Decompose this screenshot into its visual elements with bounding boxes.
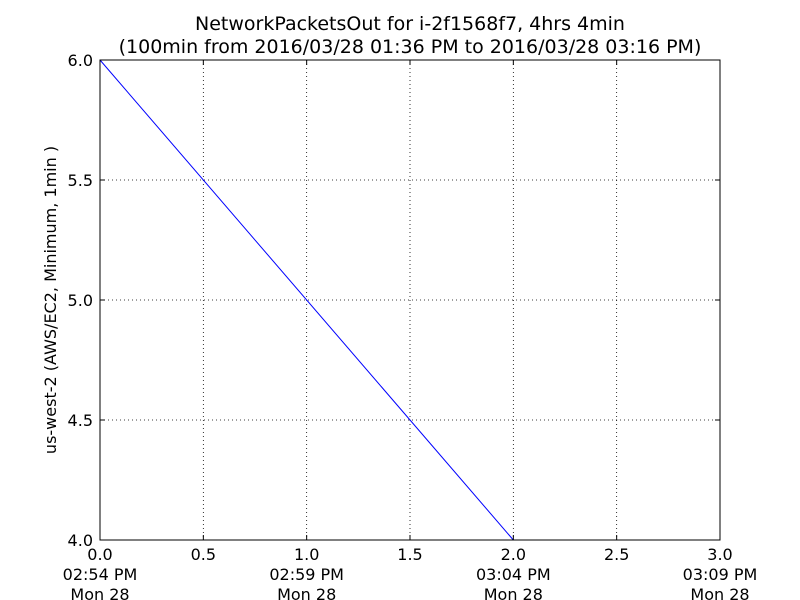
x-tick-time-label: 02:59 PM	[269, 565, 344, 584]
x-tick-date-label: Mon 28	[484, 585, 543, 600]
y-tick-label: 5.5	[68, 171, 93, 190]
x-tick-label: 2.0	[501, 545, 526, 564]
x-tick-date-label: Mon 28	[70, 585, 129, 600]
x-tick-label: 2.5	[604, 545, 629, 564]
x-tick-label: 1.0	[294, 545, 319, 564]
x-tick-label: 0.5	[191, 545, 216, 564]
x-tick-time-label: 03:04 PM	[476, 565, 551, 584]
y-tick-label: 4.5	[68, 411, 93, 430]
x-tick-date-label: Mon 28	[277, 585, 336, 600]
x-tick-label: 1.5	[397, 545, 422, 564]
y-tick-label: 4.0	[68, 531, 93, 550]
x-tick-label: 3.0	[707, 545, 732, 564]
x-tick-label: 0.0	[87, 545, 112, 564]
x-tick-time-label: 02:54 PM	[63, 565, 138, 584]
y-tick-label: 5.0	[68, 291, 93, 310]
y-tick-label: 6.0	[68, 51, 93, 70]
tick-marks	[99, 59, 721, 541]
chart-title: NetworkPacketsOut for i-2f1568f7, 4hrs 4…	[195, 13, 625, 35]
x-tick-time-label: 03:09 PM	[683, 565, 758, 584]
y-axis-label: us-west-2 (AWS/EC2, Minimum, 1min )	[41, 146, 60, 454]
x-tick-date-label: Mon 28	[690, 585, 749, 600]
chart-subtitle: (100min from 2016/03/28 01:36 PM to 2016…	[119, 36, 702, 58]
